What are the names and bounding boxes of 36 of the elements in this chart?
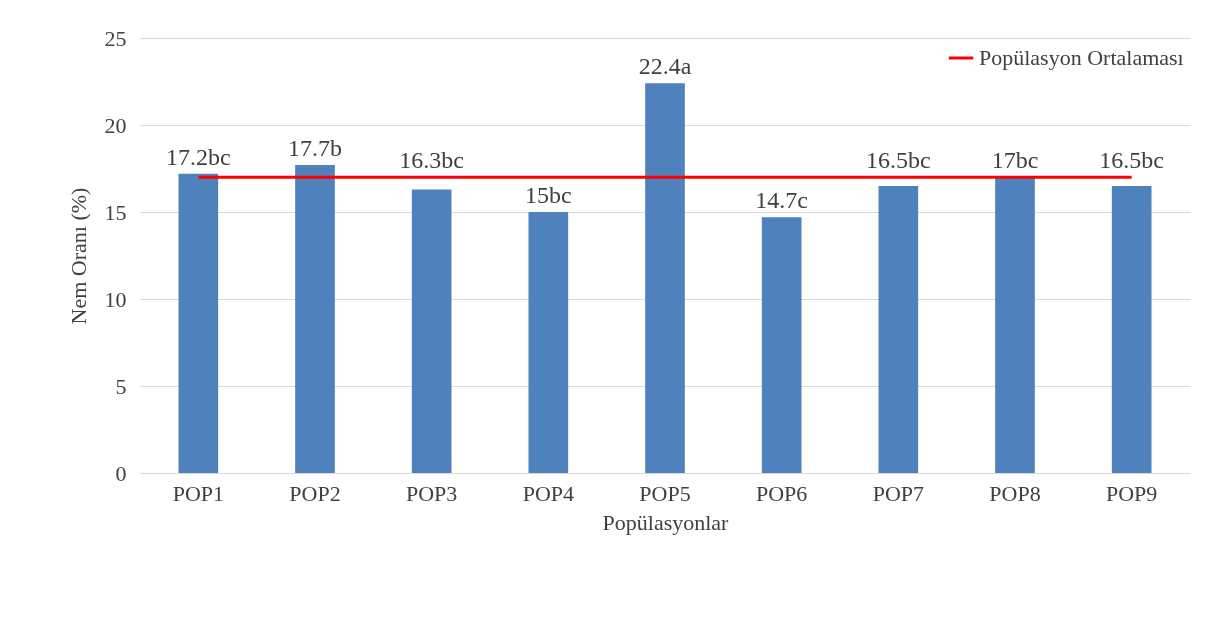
x-tick-label: POP7	[872, 480, 925, 506]
x-tick-label: POP1	[172, 480, 225, 506]
x-tick-label: POP3	[405, 480, 458, 506]
bar	[761, 217, 802, 473]
x-tick-label: POP2	[289, 480, 341, 506]
data-label: 16.5bc	[1099, 147, 1164, 174]
bar	[995, 177, 1035, 473]
bar	[878, 185, 919, 473]
x-tick-label: POP5	[639, 480, 691, 506]
data-label: 17bc	[991, 147, 1039, 174]
data-label: 16.5bc	[866, 147, 931, 174]
legend-label: Popülasyon Ortalaması	[979, 45, 1184, 70]
x-tick-label: POP6	[755, 480, 808, 506]
y-tick-label: 5	[115, 373, 127, 399]
y-tick-label: 25	[104, 25, 127, 51]
data-label: 22.4a	[638, 53, 692, 80]
data-label: 16.3bc	[399, 147, 464, 174]
bar	[1111, 185, 1152, 473]
y-tick-label: 15	[104, 199, 127, 225]
bar	[178, 173, 219, 473]
x-tick-label: POP4	[522, 480, 575, 506]
y-tick-label: 0	[115, 460, 127, 486]
data-label: 17.7b	[288, 135, 342, 162]
data-label: 15bc	[525, 182, 572, 208]
y-tick-label: 20	[104, 112, 127, 138]
bar	[645, 83, 685, 473]
bar	[295, 165, 335, 473]
x-axis-title: Popülasyonlar	[602, 509, 730, 535]
bar	[411, 189, 452, 473]
bar	[528, 212, 569, 473]
data-label: 17.2bc	[166, 143, 231, 170]
data-label: 14.7c	[755, 187, 808, 214]
x-tick-label: POP8	[989, 480, 1041, 506]
y-tick-label: 10	[104, 286, 127, 312]
x-tick-label: POP9	[1105, 480, 1158, 506]
y-axis-title: Nem Oranı (%)	[65, 187, 91, 325]
